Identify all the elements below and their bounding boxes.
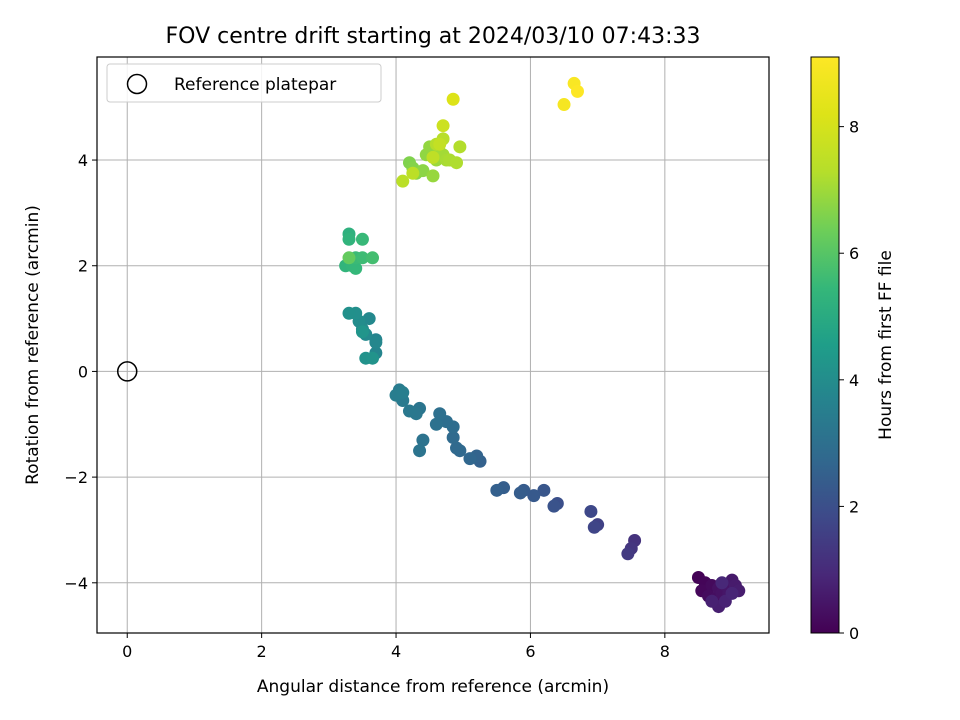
- data-point: [426, 150, 440, 164]
- colorbar-tick-label: 8: [849, 118, 859, 137]
- data-point: [584, 504, 598, 518]
- data-point: [725, 586, 739, 600]
- data-point: [557, 98, 571, 112]
- data-point: [355, 325, 369, 339]
- data-point: [433, 407, 447, 421]
- data-point: [490, 483, 504, 497]
- plot-frame: [96, 56, 770, 634]
- data-point: [362, 312, 376, 326]
- data-point: [450, 441, 464, 455]
- data-point: [527, 489, 541, 503]
- data-point: [349, 261, 363, 275]
- colorbar: 0 2 4 6 8 Hours from first FF file: [810, 56, 896, 643]
- data-point: [355, 251, 369, 265]
- colorbar-tick-label: 6: [849, 244, 859, 263]
- legend-entry: Reference platepar: [174, 75, 336, 95]
- y-tick-label: 0: [78, 362, 88, 381]
- data-point: [513, 486, 527, 500]
- data-point: [715, 576, 729, 590]
- data-point: [463, 452, 477, 466]
- data-point: [621, 547, 635, 561]
- legend: Reference platepar: [106, 63, 382, 103]
- data-point: [366, 251, 380, 265]
- data-point: [547, 499, 561, 513]
- data-point: [416, 164, 430, 178]
- data-point: [450, 156, 464, 170]
- x-tick-label: 4: [391, 642, 401, 661]
- tick-labels: 0 2 4 6 8 −4 −2 0 2 4: [64, 151, 670, 661]
- data-point: [416, 433, 430, 447]
- data-point: [342, 251, 356, 265]
- data-point: [446, 430, 460, 444]
- legend-box: [106, 63, 382, 103]
- colorbar-tick-label: 2: [849, 497, 859, 516]
- chart-title: FOV centre drift starting at 2024/03/10 …: [166, 24, 701, 49]
- y-tick-label: −2: [64, 468, 88, 487]
- data-point: [537, 483, 551, 497]
- colorbar-tick-label: 0: [849, 624, 859, 643]
- data-point: [369, 335, 383, 349]
- x-axis-label: Angular distance from reference (arcmin): [257, 677, 609, 697]
- legend-marker: [126, 73, 148, 95]
- y-tick-label: 2: [78, 257, 88, 276]
- y-tick-label: −4: [64, 574, 88, 593]
- data-point: [433, 137, 447, 151]
- data-point: [705, 594, 719, 608]
- data-point: [453, 140, 467, 154]
- x-tick-label: 0: [122, 642, 132, 661]
- data-point: [396, 174, 410, 188]
- x-tick-label: 8: [660, 642, 670, 661]
- y-tick-label: 4: [78, 151, 88, 170]
- scatter-points: [116, 76, 746, 614]
- data-point: [570, 84, 584, 98]
- data-point: [342, 306, 356, 320]
- reference-marker: [116, 361, 138, 382]
- data-point: [355, 232, 369, 246]
- data-point: [406, 166, 420, 180]
- data-point: [426, 169, 440, 183]
- data-point: [446, 92, 460, 106]
- data-point: [429, 417, 443, 431]
- data-point: [366, 351, 380, 365]
- data-point: [402, 404, 416, 418]
- colorbar-label: Hours from first FF file: [876, 250, 896, 440]
- colorbar-tick-label: 4: [849, 371, 859, 390]
- x-tick-label: 6: [525, 642, 535, 661]
- data-point: [436, 119, 450, 133]
- grid-lines: [97, 57, 769, 633]
- data-point: [396, 386, 410, 400]
- colorbar-ticks: 0 2 4 6 8: [839, 118, 859, 643]
- x-tick-label: 2: [257, 642, 267, 661]
- axes: [92, 56, 770, 638]
- data-point: [587, 520, 601, 534]
- y-axis-label: Rotation from reference (arcmin): [23, 205, 43, 485]
- data-point: [342, 232, 356, 246]
- data-point: [413, 444, 427, 458]
- colorbar-gradient: [810, 56, 840, 634]
